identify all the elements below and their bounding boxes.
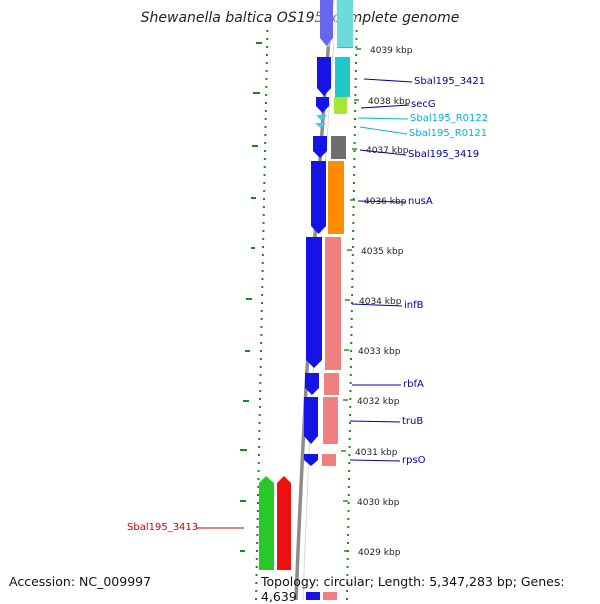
gene-feature-infb xyxy=(306,237,322,368)
scale-tick-label: 4034 kbp xyxy=(359,297,402,307)
gene-feature-rbfa xyxy=(305,373,319,395)
gene-feature-sbal195-3421 xyxy=(317,57,331,96)
gene-feature-rpso xyxy=(304,454,318,466)
gene-label: Sbal195_R0122 xyxy=(410,113,488,124)
scale-tick-label: 4033 kbp xyxy=(358,347,401,357)
gene-label: rbfA xyxy=(403,379,424,390)
gene-labels: Sbal195_3421 secG Sbal195_R0122 Sbal195_R01… xyxy=(127,76,488,533)
accession-label: Accession: NC_009997 xyxy=(9,574,152,589)
gene-leader-line xyxy=(349,420,401,423)
cog-category-track xyxy=(322,0,353,600)
gene-feature-sbal195-r0121 xyxy=(315,123,326,128)
gene-leader-line xyxy=(357,117,409,120)
gene-leader-line xyxy=(360,104,410,109)
gene-label: rpsO xyxy=(402,455,426,466)
gene-label: Sbal195_3421 xyxy=(414,76,485,87)
gene-feature-sbal195-3419 xyxy=(313,136,327,158)
scale-tick-label: 4037 kbp xyxy=(366,146,409,156)
cds-forward-track xyxy=(304,0,333,600)
gene-label: Sbal195_R0121 xyxy=(409,128,487,139)
scale-tick-label: 4030 kbp xyxy=(357,498,400,508)
scale-tick-label: 4029 kbp xyxy=(358,548,401,558)
scale-tick-label: 4032 kbp xyxy=(357,397,400,407)
gene-leader-line xyxy=(349,459,401,462)
gene-feature-bottom xyxy=(306,592,320,600)
gene-leader-line xyxy=(363,78,413,83)
cds-reverse-track xyxy=(259,476,291,570)
gc-content-track xyxy=(240,30,358,600)
gene-label: Sbal195_3419 xyxy=(408,149,479,160)
gene-label: nusA xyxy=(408,196,433,207)
gene-leader-line xyxy=(359,126,408,135)
gene-feature-nusa xyxy=(311,161,326,234)
gene-feature-secg xyxy=(316,97,329,113)
gene-leader-line xyxy=(351,303,403,307)
scale-tick-label: 4039 kbp xyxy=(370,46,413,56)
top-fade xyxy=(316,0,356,47)
gene-label: infB xyxy=(404,300,424,311)
scale-tick-label: 4038 kbp xyxy=(368,97,411,107)
map-title: Shewanella baltica OS195, complete genom… xyxy=(140,10,460,26)
gene-label: Sbal195_3413 xyxy=(127,522,198,533)
gene-feature-sbal195-3413 xyxy=(277,476,291,570)
gene-label: truB xyxy=(402,416,423,427)
scale-tick-label: 4031 kbp xyxy=(355,448,398,458)
gene-feature-top xyxy=(320,0,333,46)
gene-feature-green-reverse xyxy=(259,476,274,570)
gene-feature-trub xyxy=(304,397,318,444)
gene-leader-line xyxy=(357,200,407,203)
gene-feature-sbal195-r0122 xyxy=(316,115,327,121)
gene-leader-line xyxy=(359,149,407,156)
scale-tick-label: 4035 kbp xyxy=(361,247,404,257)
gene-label: secG xyxy=(411,99,436,110)
